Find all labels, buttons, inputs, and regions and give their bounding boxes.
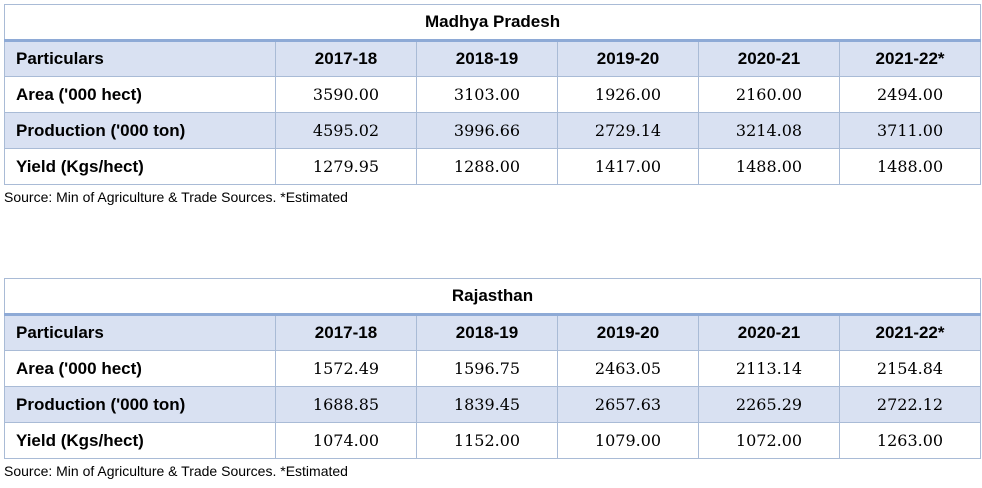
table-cell: 1926.00	[557, 76, 699, 113]
rajasthan-table-block: Rajasthan Particulars 2017-18 2018-19 20…	[3, 278, 982, 479]
rajasthan-table: Rajasthan Particulars 2017-18 2018-19 20…	[3, 278, 982, 459]
table-cell: 3996.66	[416, 112, 558, 149]
madhya-pradesh-table-block: Madhya Pradesh Particulars 2017-18 2018-…	[3, 4, 982, 205]
table-row: Production ('000 ton) 1688.85 1839.45 26…	[4, 386, 982, 423]
table-cell: 3103.00	[416, 76, 558, 113]
column-header-year: 2018-19	[416, 40, 558, 77]
column-header-year: 2018-19	[416, 314, 558, 351]
table-cell: 2494.00	[838, 76, 982, 113]
table-title: Madhya Pradesh	[3, 4, 982, 42]
column-header-year: 2019-20	[557, 314, 699, 351]
row-label: Area ('000 hect)	[4, 350, 276, 387]
table-cell: 1596.75	[416, 350, 558, 387]
source-note: Source: Min of Agriculture & Trade Sourc…	[4, 463, 348, 479]
table-cell: 1074.00	[275, 422, 417, 459]
table-cell: 2265.29	[698, 386, 840, 423]
table-cell: 1072.00	[698, 422, 840, 459]
table-cell: 3214.08	[698, 112, 840, 149]
table-cell: 1572.49	[275, 350, 417, 387]
table-cell: 1417.00	[557, 148, 699, 185]
column-header-year: 2020-21	[698, 40, 840, 77]
column-header-year: 2020-21	[698, 314, 840, 351]
table-cell: 2154.84	[838, 350, 982, 387]
column-header-year: 2021-22*	[838, 314, 982, 351]
table-cell: 1152.00	[416, 422, 558, 459]
table-cell: 1079.00	[557, 422, 699, 459]
table-cell: 1288.00	[416, 148, 558, 185]
table-cell: 3590.00	[275, 76, 417, 113]
madhya-pradesh-table: Madhya Pradesh Particulars 2017-18 2018-…	[3, 4, 982, 185]
table-row: Yield (Kgs/hect) 1074.00 1152.00 1079.00…	[4, 422, 982, 459]
table-cell: 3711.00	[838, 112, 982, 149]
table-cell: 2722.12	[838, 386, 982, 423]
table-title: Rajasthan	[3, 278, 982, 316]
source-note: Source: Min of Agriculture & Trade Sourc…	[4, 189, 348, 205]
table-cell: 2657.63	[557, 386, 699, 423]
table-cell: 1488.00	[698, 148, 840, 185]
table-cell: 2160.00	[698, 76, 840, 113]
column-header-particulars: Particulars	[4, 314, 276, 351]
row-label: Yield (Kgs/hect)	[4, 148, 276, 185]
column-header-particulars: Particulars	[4, 40, 276, 77]
table-row: Production ('000 ton) 4595.02 3996.66 27…	[4, 112, 982, 149]
column-header-year: 2017-18	[275, 40, 417, 77]
table-cell: 1688.85	[275, 386, 417, 423]
table-cell: 2113.14	[698, 350, 840, 387]
row-label: Area ('000 hect)	[4, 76, 276, 113]
table-cell: 2729.14	[557, 112, 699, 149]
table-row: Area ('000 hect) 3590.00 3103.00 1926.00…	[4, 76, 982, 113]
column-header-year: 2021-22*	[838, 40, 982, 77]
row-label: Yield (Kgs/hect)	[4, 422, 276, 459]
row-label: Production ('000 ton)	[4, 386, 276, 423]
column-header-year: 2017-18	[275, 314, 417, 351]
row-label: Production ('000 ton)	[4, 112, 276, 149]
table-cell: 4595.02	[275, 112, 417, 149]
table-cell: 2463.05	[557, 350, 699, 387]
table-row: Area ('000 hect) 1572.49 1596.75 2463.05…	[4, 350, 982, 387]
column-header-year: 2019-20	[557, 40, 699, 77]
table-cell: 1488.00	[838, 148, 982, 185]
table-row: Yield (Kgs/hect) 1279.95 1288.00 1417.00…	[4, 148, 982, 185]
table-cell: 1839.45	[416, 386, 558, 423]
table-cell: 1279.95	[275, 148, 417, 185]
table-cell: 1263.00	[838, 422, 982, 459]
